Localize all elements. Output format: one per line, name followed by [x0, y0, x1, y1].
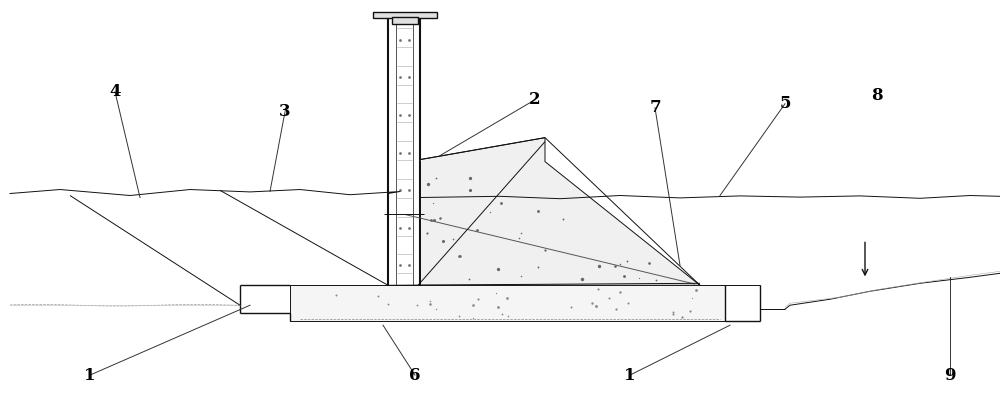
Polygon shape [420, 138, 700, 285]
Text: 5: 5 [779, 95, 791, 112]
Text: 2: 2 [529, 91, 541, 108]
Text: 1: 1 [84, 367, 96, 383]
Text: 1: 1 [624, 367, 636, 383]
Text: 8: 8 [871, 87, 883, 104]
Text: 6: 6 [409, 367, 421, 383]
Text: 9: 9 [944, 367, 956, 383]
Bar [290, 285, 725, 321]
Bar [373, 12, 437, 18]
Text: 4: 4 [109, 83, 121, 100]
Text: 3: 3 [279, 103, 291, 120]
Bar [392, 17, 418, 24]
Text: 7: 7 [649, 99, 661, 116]
